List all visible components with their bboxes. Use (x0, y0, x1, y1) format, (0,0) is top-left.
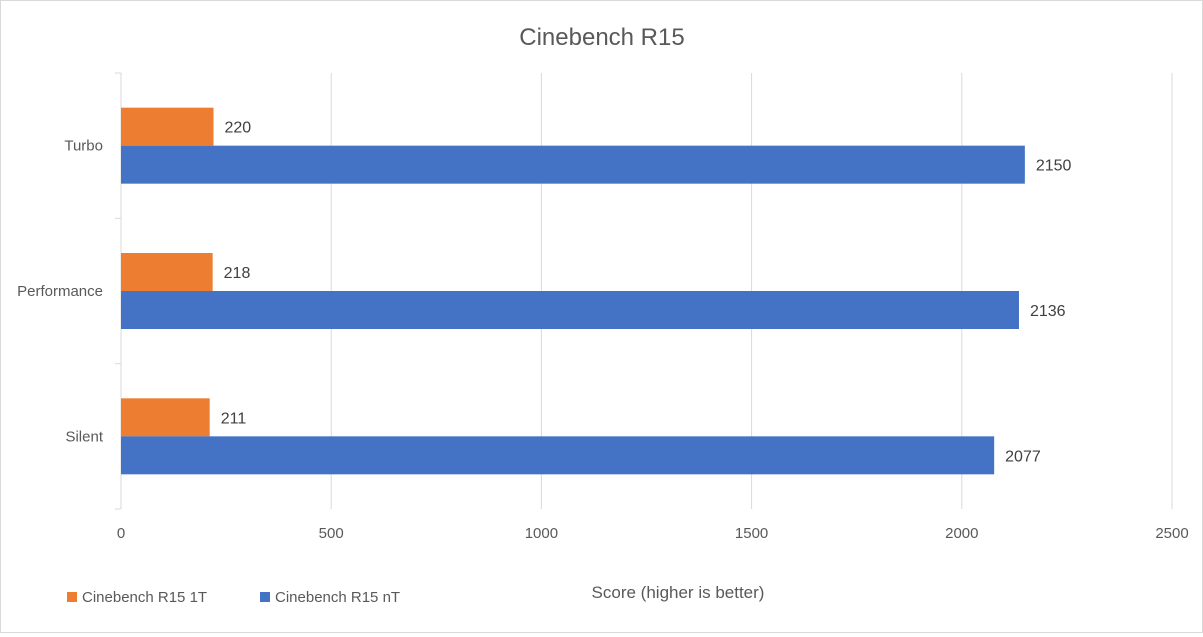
data-label: 218 (224, 265, 251, 282)
x-tick-label: 2000 (945, 525, 978, 542)
x-tick-label: 1500 (735, 525, 768, 542)
bar (121, 436, 995, 475)
category-labels: Turbo Performance Silent (17, 138, 104, 446)
bar (121, 291, 1019, 329)
bar (121, 107, 214, 146)
category-label: Performance (17, 283, 103, 300)
bars (121, 107, 1025, 475)
x-axis-title: Score (higher is better) (592, 583, 765, 602)
legend-label: Cinebench R15 nT (275, 589, 400, 606)
x-tick-label: 0 (117, 525, 125, 542)
x-tick-label: 1000 (525, 525, 558, 542)
legend: Cinebench R15 1T Cinebench R15 nT (67, 589, 400, 606)
bar (121, 145, 1025, 184)
data-label: 220 (224, 120, 251, 137)
category-axis (115, 72, 122, 510)
bar (121, 398, 210, 437)
data-label: 2136 (1030, 303, 1066, 320)
legend-label: Cinebench R15 1T (82, 589, 207, 606)
data-label: 2077 (1005, 448, 1041, 465)
category-label: Silent (65, 428, 103, 445)
x-tick-label: 2500 (1155, 525, 1188, 542)
legend-swatch (67, 592, 77, 602)
data-labels: 220 2150 218 2136 211 2077 (221, 120, 1072, 466)
data-label: 2150 (1036, 158, 1072, 175)
data-label: 211 (221, 410, 247, 427)
legend-swatch (260, 592, 270, 602)
category-label: Turbo (64, 138, 103, 155)
bar (121, 253, 213, 291)
chart-title: Cinebench R15 (519, 24, 684, 51)
x-tick-label: 500 (319, 525, 344, 542)
x-tick-labels: 0 500 1000 1500 2000 2500 (117, 525, 1189, 542)
